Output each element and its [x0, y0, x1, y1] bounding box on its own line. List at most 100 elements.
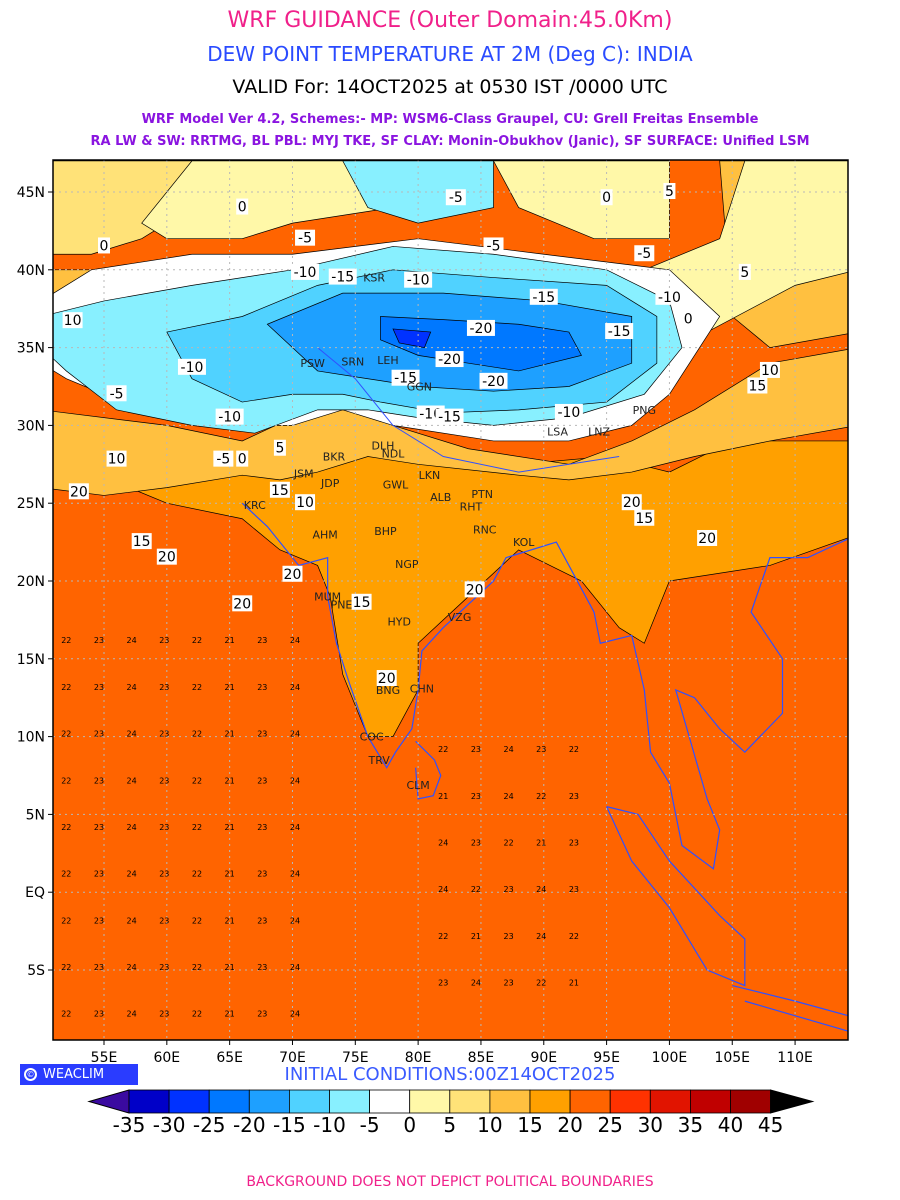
colorbar-label: -5 [359, 1113, 380, 1137]
colorbar-label: 0 [403, 1113, 417, 1137]
city-label-rnc: RNC [473, 524, 497, 537]
grid-value: 23 [569, 792, 579, 801]
grid-value: 23 [503, 932, 513, 941]
colorbar-label: 15 [517, 1113, 543, 1137]
lat-label: 10N [17, 730, 45, 746]
grid-value: 23 [94, 963, 104, 972]
colorbar-swatch [489, 1089, 531, 1114]
contour-label-bg [529, 288, 558, 305]
contour-label-bg [404, 271, 433, 288]
grid-value: 23 [536, 745, 546, 754]
grid-value: 23 [503, 885, 513, 894]
grid-value: 23 [257, 1010, 267, 1019]
model-info-line2: RA LW & SW: RRTMG, BL PBL: MYJ TKE, SF C… [90, 134, 810, 149]
grid-value: 24 [127, 916, 137, 925]
grid-value: 23 [159, 776, 169, 785]
city-label-ksr: KSR [363, 272, 385, 285]
grid-value: 22 [61, 636, 71, 645]
lat-label: 40N [17, 263, 45, 279]
grid-value: 24 [290, 1010, 300, 1019]
city-label-ptn: PTN [471, 488, 493, 501]
contour-label-bg [68, 483, 89, 500]
lat-label: 25N [17, 496, 45, 512]
contour-label-bg [621, 494, 642, 511]
grid-value: 24 [290, 870, 300, 879]
grid-value: 22 [192, 870, 202, 879]
grid-value: 21 [225, 636, 235, 645]
grid-value: 21 [536, 839, 546, 848]
contour-label-bg [747, 377, 768, 394]
grid-value: 22 [61, 683, 71, 692]
grid-value: 24 [290, 636, 300, 645]
grid-value: 24 [503, 745, 513, 754]
lon-label: 90E [530, 1050, 557, 1066]
grid-value: 24 [438, 885, 448, 894]
city-label-leh: LEH [377, 354, 398, 367]
city-label-gwl: GWL [383, 479, 409, 492]
contour-label: 0 [238, 200, 247, 216]
grid-value: 23 [438, 979, 448, 988]
contour-0-5-n2 [492, 160, 670, 240]
contour-label: -15 [438, 410, 461, 426]
grid-value: 22 [536, 792, 546, 801]
colorbar-swatch [288, 1089, 330, 1114]
lat-label: 5N [26, 807, 45, 823]
city-label-jdp: JDP [320, 477, 340, 490]
himalaya-boundary [317, 347, 620, 473]
grid-value: 23 [471, 839, 481, 848]
colorbar-swatch [609, 1089, 651, 1114]
contour-label: -5 [298, 231, 312, 247]
contour-label: -10 [294, 265, 317, 281]
contour-label: 10 [64, 313, 82, 329]
grid-value: 23 [159, 636, 169, 645]
grid-value: 22 [471, 885, 481, 894]
colorbar-label: 10 [477, 1113, 503, 1137]
grid-value: 23 [159, 823, 169, 832]
colorbar-swatch [329, 1089, 370, 1114]
coastline [606, 806, 746, 987]
contour-label-bg [605, 323, 634, 340]
contour-label-bg [291, 263, 320, 280]
lat-label: 45N [17, 185, 45, 201]
city-label-alb: ALB [430, 491, 451, 504]
city-label-vzg: VZG [448, 611, 472, 624]
grid-value: 23 [94, 1010, 104, 1019]
grid-value: 23 [94, 730, 104, 739]
grid-value: 24 [127, 823, 137, 832]
grid-value: 24 [503, 792, 513, 801]
logo-text: WEACLIM [43, 1067, 105, 1082]
grid-value: 22 [192, 683, 202, 692]
grid-value: 23 [257, 916, 267, 925]
grid-value: 24 [127, 1010, 137, 1019]
contour-label-bg [634, 509, 655, 526]
contour-label-bg [215, 408, 244, 425]
contour-label-bg [131, 533, 152, 550]
contour-label: -5 [487, 238, 501, 254]
colorbar-swatch [409, 1089, 451, 1114]
contour-label: -10 [658, 290, 681, 306]
contour-label: -5 [216, 452, 230, 468]
contour-label: -10 [218, 410, 241, 426]
grid-value: 22 [569, 745, 579, 754]
grid-value: 22 [192, 636, 202, 645]
contour-label-bg [351, 593, 372, 610]
contour-label: -5 [637, 246, 651, 262]
contour-label-bg [328, 268, 357, 285]
grid-value: 22 [503, 839, 513, 848]
contour-label-bg [156, 548, 177, 565]
contour-label: -15 [394, 371, 417, 387]
grid-value: 23 [159, 1010, 169, 1019]
contour-label-bg [62, 312, 83, 329]
city-label-chn: CHN [410, 682, 434, 695]
grid-value: 24 [127, 870, 137, 879]
grid-value: 22 [61, 1010, 71, 1019]
grid-value: 22 [61, 916, 71, 925]
contour-label: -5 [449, 190, 463, 206]
contour-label-bg [738, 263, 751, 280]
contour-label-bg [106, 385, 127, 402]
lon-label: 55E [91, 1050, 118, 1066]
city-label-bkr: BKR [323, 451, 346, 464]
contour-label: -10 [557, 405, 580, 421]
colorbar-label: -35 [112, 1113, 146, 1137]
coastline [732, 984, 848, 1032]
